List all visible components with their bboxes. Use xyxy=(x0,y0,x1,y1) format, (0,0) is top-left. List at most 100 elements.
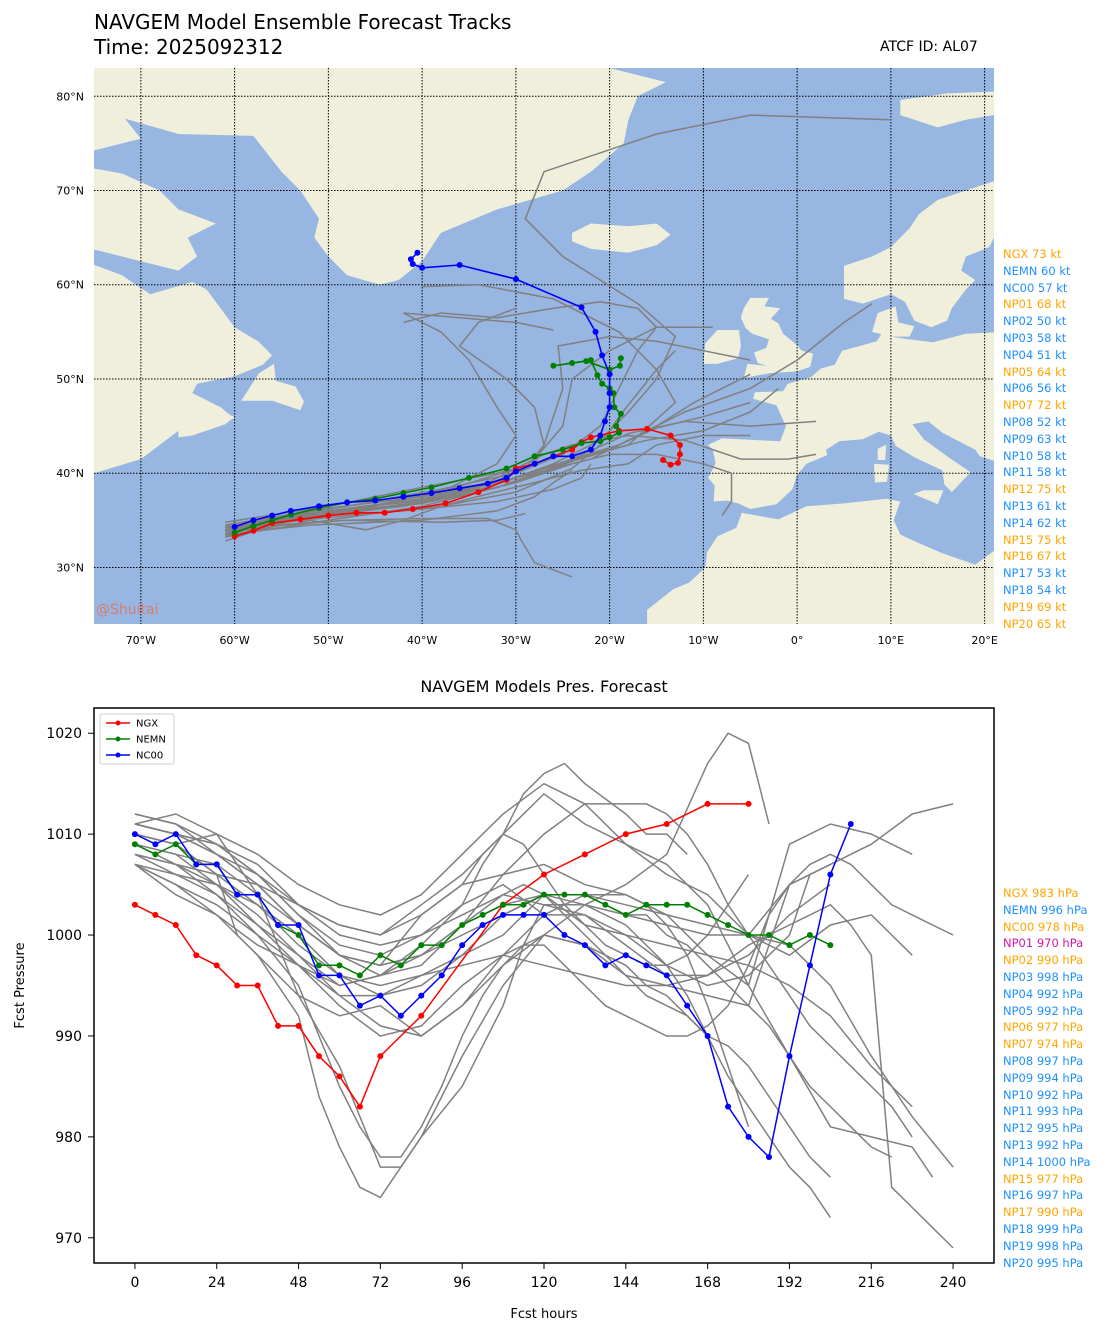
nc00-track-point xyxy=(231,523,238,530)
nemn-pressure-point xyxy=(827,942,834,949)
nc00-pressure-point xyxy=(152,841,159,848)
member-track xyxy=(225,350,676,539)
ngx-pressure-point xyxy=(745,800,752,807)
ngx-track-point xyxy=(660,457,667,464)
nemn-pressure-point xyxy=(643,901,650,908)
model-label: NP09 63 kt xyxy=(1003,431,1067,446)
model-label: NP15 977 hPa xyxy=(1003,1171,1084,1186)
x-tick-label: 240 xyxy=(940,1275,967,1291)
nemn-pressure-point xyxy=(745,932,752,939)
nc00-pressure-point xyxy=(172,831,179,838)
x-tick-label: 48 xyxy=(290,1275,308,1291)
model-label: NP05 64 kt xyxy=(1003,364,1067,379)
x-tick-label: 0 xyxy=(130,1275,139,1291)
model-label: NP11 58 kt xyxy=(1003,465,1067,480)
nc00-pressure-point xyxy=(643,962,650,969)
ngx-pressure-point xyxy=(172,921,179,928)
nc00-track-point xyxy=(606,371,613,378)
model-label: NGX 73 kt xyxy=(1003,247,1062,261)
nc00-pressure-point xyxy=(479,921,486,928)
model-label: NP13 61 kt xyxy=(1003,498,1067,513)
legend-marker xyxy=(115,752,121,758)
nemn-track-point xyxy=(599,380,606,387)
lat-tick-label: 80°N xyxy=(56,90,84,103)
nc00-pressure-point xyxy=(193,861,200,868)
lon-tick-label: 20°E xyxy=(971,634,997,647)
nc00-pressure-point xyxy=(500,911,507,918)
nc00-pressure-point xyxy=(663,972,670,979)
nc00-pressure-point xyxy=(356,1002,363,1009)
nemn-pressure-point xyxy=(663,901,670,908)
ngx-track-point xyxy=(250,527,257,534)
nc00-track-point xyxy=(400,493,407,500)
ngx-pressure-point xyxy=(581,851,588,858)
member-track xyxy=(225,335,751,535)
lon-tick-label: 60°W xyxy=(219,634,249,647)
model-label: NP19 998 hPa xyxy=(1003,1238,1084,1253)
nc00-track-point xyxy=(287,507,294,514)
nc00-pressure-point xyxy=(131,831,138,838)
nc00-track-point xyxy=(456,485,463,492)
ngx-track-point xyxy=(325,512,332,519)
denmark xyxy=(872,306,915,337)
nc00-pressure-point xyxy=(684,1002,691,1009)
nemn-track-point xyxy=(269,517,276,524)
nemn-pressure-point xyxy=(397,962,404,969)
y-tick-label: 990 xyxy=(55,1029,82,1045)
ireland xyxy=(703,330,741,364)
model-label: NP03 998 hPa xyxy=(1003,969,1084,984)
nc00-track-point xyxy=(269,512,276,519)
nc00-pressure-point xyxy=(745,1133,752,1140)
nemn-track-point xyxy=(550,362,557,369)
pressure-label-list: NGX 983 hPa NEMN 996 hPa NC00 978 hPa NP01 … xyxy=(1003,885,1091,1271)
model-label: NP17 990 hPa xyxy=(1003,1205,1084,1220)
model-label: NP11 993 hPa xyxy=(1003,1104,1084,1119)
model-label: NP06 56 kt xyxy=(1003,381,1067,396)
nemn-pressure-point xyxy=(725,921,732,928)
nc00-pressure-point xyxy=(581,942,588,949)
nemn-track-point xyxy=(559,446,566,453)
nc00-pressure-point xyxy=(786,1053,793,1060)
ngx-pressure-point xyxy=(418,1012,425,1019)
nemn-pressure-point xyxy=(684,901,691,908)
model-label: NP14 62 kt xyxy=(1003,515,1067,530)
africa xyxy=(609,498,994,624)
nc00-pressure-point xyxy=(847,821,854,828)
ngx-track-point xyxy=(475,489,482,496)
nc00-pressure-point xyxy=(602,962,609,969)
model-label: NP20 995 hPa xyxy=(1003,1255,1084,1270)
ngx-track-point xyxy=(297,516,304,523)
nc00-track-point xyxy=(569,453,576,460)
nemn-track-point xyxy=(616,362,623,369)
model-label: NP15 75 kt xyxy=(1003,532,1067,547)
model-label: NP02 50 kt xyxy=(1003,314,1067,329)
nc00-pressure-point xyxy=(316,972,322,979)
pressure-chart: NAVGEM Models Pres. Forecast 0 24 48 72 96 120… xyxy=(13,677,995,1322)
nemn-pressure-point xyxy=(479,911,486,918)
ngx-pressure-point xyxy=(295,1022,302,1029)
lat-tick-label: 30°N xyxy=(56,561,84,574)
nemn-pressure-point xyxy=(561,891,568,898)
nc00-track-point xyxy=(606,404,613,411)
ngx-pressure-point xyxy=(704,800,711,807)
nc00-track-point xyxy=(428,490,435,497)
nemn-pressure-point xyxy=(766,932,772,939)
nemn-pressure-point xyxy=(131,841,138,848)
tracks xyxy=(225,114,891,578)
nc00-pressure-point xyxy=(438,972,445,979)
member-pressure-line xyxy=(134,843,954,1249)
nc00-track-point xyxy=(606,390,613,397)
member-track xyxy=(225,434,751,536)
nc00-pressure-point xyxy=(254,891,261,898)
x-tick-label: 24 xyxy=(208,1275,226,1291)
nemn-track-point xyxy=(597,438,604,445)
x-tick-label: 192 xyxy=(776,1275,803,1291)
nc00-track-point xyxy=(512,276,519,283)
y-tick-label: 970 xyxy=(55,1231,82,1247)
ngx-track-point xyxy=(676,451,683,458)
plot-frame xyxy=(93,707,995,1264)
nc00-track-point xyxy=(599,352,606,359)
nemn-pressure-point xyxy=(356,972,363,979)
nc00-track-point xyxy=(456,261,463,268)
nc00-track-point xyxy=(372,497,379,504)
